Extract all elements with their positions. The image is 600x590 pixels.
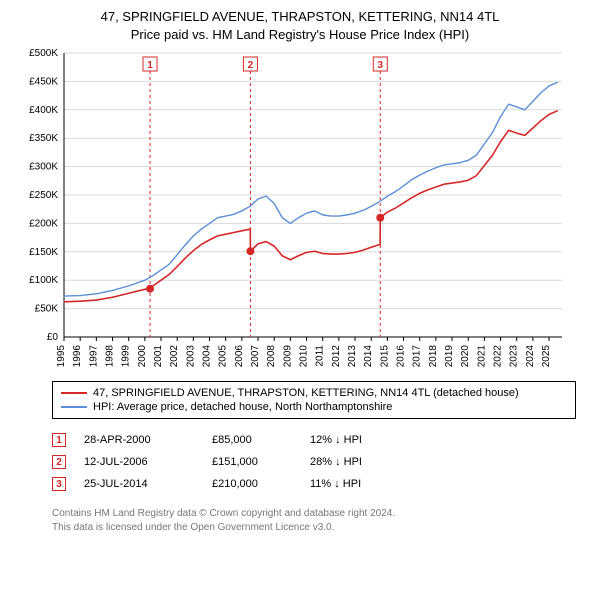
chart-area: £0 £50K £100K £150K £200K £250K £300K £350K £400… <box>10 47 590 375</box>
sales-table: 1 28-APR-2000 £85,000 12% ↓ HPI 2 12-JUL-2006… <box>52 429 576 495</box>
svg-text:£50K: £50K <box>35 304 59 315</box>
svg-text:2003: 2003 <box>185 345 196 368</box>
svg-text:£0: £0 <box>47 332 59 343</box>
svg-text:1995: 1995 <box>56 345 67 368</box>
legend-label: 47, SPRINGFIELD AVENUE, THRAPSTON, KETTE… <box>93 387 519 399</box>
attribution-footer: Contains HM Land Registry data © Crown c… <box>52 507 576 534</box>
svg-text:2014: 2014 <box>363 345 374 368</box>
svg-text:£300K: £300K <box>29 162 58 173</box>
chart-title: 47, SPRINGFIELD AVENUE, THRAPSTON, KETTE… <box>10 8 590 43</box>
svg-text:2016: 2016 <box>396 345 407 368</box>
svg-text:2007: 2007 <box>250 345 261 368</box>
svg-text:£150K: £150K <box>29 247 58 258</box>
svg-text:2020: 2020 <box>460 345 471 368</box>
legend-label: HPI: Average price, detached house, Nort… <box>93 401 392 413</box>
line-chart: £0 £50K £100K £150K £200K £250K £300K £350K £400… <box>10 47 570 375</box>
svg-text:2004: 2004 <box>202 345 213 368</box>
sale-hpi-diff: 11% ↓ HPI <box>310 478 361 490</box>
sale-date: 28-APR-2000 <box>84 434 194 446</box>
sale-row: 3 25-JUL-2014 £210,000 11% ↓ HPI <box>52 473 576 495</box>
legend-item: 47, SPRINGFIELD AVENUE, THRAPSTON, KETTE… <box>61 386 567 400</box>
legend-item: HPI: Average price, detached house, Nort… <box>61 400 567 414</box>
svg-text:£250K: £250K <box>29 190 58 201</box>
svg-text:1997: 1997 <box>88 345 99 368</box>
svg-text:2006: 2006 <box>234 345 245 368</box>
sale-hpi-diff: 12% ↓ HPI <box>310 434 362 446</box>
svg-text:2010: 2010 <box>299 345 310 368</box>
svg-text:2008: 2008 <box>266 345 277 368</box>
sale-hpi-diff: 28% ↓ HPI <box>310 456 362 468</box>
sale-price: £151,000 <box>212 456 292 468</box>
title-address: 47, SPRINGFIELD AVENUE, THRAPSTON, KETTE… <box>10 8 590 26</box>
svg-text:2023: 2023 <box>509 345 520 368</box>
sale-price: £85,000 <box>212 434 292 446</box>
sale-date: 25-JUL-2014 <box>84 478 194 490</box>
svg-text:2019: 2019 <box>444 345 455 368</box>
svg-text:2024: 2024 <box>525 345 536 368</box>
sale-row: 1 28-APR-2000 £85,000 12% ↓ HPI <box>52 429 576 451</box>
svg-text:2001: 2001 <box>153 345 164 368</box>
legend: 47, SPRINGFIELD AVENUE, THRAPSTON, KETTE… <box>52 381 576 419</box>
svg-text:1999: 1999 <box>121 345 132 368</box>
svg-text:2011: 2011 <box>315 345 326 367</box>
svg-text:2: 2 <box>248 60 254 71</box>
svg-text:2009: 2009 <box>282 345 293 368</box>
svg-text:2012: 2012 <box>331 345 342 368</box>
svg-text:1998: 1998 <box>105 345 116 368</box>
svg-text:2021: 2021 <box>476 345 487 368</box>
sale-row: 2 12-JUL-2006 £151,000 28% ↓ HPI <box>52 451 576 473</box>
footer-line: This data is licensed under the Open Gov… <box>52 521 576 535</box>
legend-swatch <box>61 392 87 394</box>
sale-marker-icon: 1 <box>52 433 66 447</box>
svg-text:1: 1 <box>147 60 153 71</box>
footer-line: Contains HM Land Registry data © Crown c… <box>52 507 576 521</box>
svg-text:£350K: £350K <box>29 133 58 144</box>
svg-text:1996: 1996 <box>72 345 83 368</box>
svg-text:£500K: £500K <box>29 48 58 59</box>
svg-text:2015: 2015 <box>379 345 390 368</box>
svg-text:2025: 2025 <box>541 345 552 368</box>
sale-marker-icon: 2 <box>52 455 66 469</box>
sale-date: 12-JUL-2006 <box>84 456 194 468</box>
title-subtitle: Price paid vs. HM Land Registry's House … <box>10 26 590 44</box>
svg-text:£100K: £100K <box>29 275 58 286</box>
svg-text:2017: 2017 <box>412 345 423 368</box>
legend-swatch <box>61 406 87 408</box>
svg-text:2018: 2018 <box>428 345 439 368</box>
svg-text:£450K: £450K <box>29 76 58 87</box>
svg-text:3: 3 <box>377 60 383 71</box>
svg-text:£400K: £400K <box>29 105 58 116</box>
svg-text:2013: 2013 <box>347 345 358 368</box>
sale-price: £210,000 <box>212 478 292 490</box>
svg-text:2000: 2000 <box>137 345 148 368</box>
svg-text:£200K: £200K <box>29 218 58 229</box>
svg-text:2005: 2005 <box>218 345 229 368</box>
svg-text:2022: 2022 <box>493 345 504 368</box>
sale-marker-icon: 3 <box>52 477 66 491</box>
svg-text:2002: 2002 <box>169 345 180 368</box>
